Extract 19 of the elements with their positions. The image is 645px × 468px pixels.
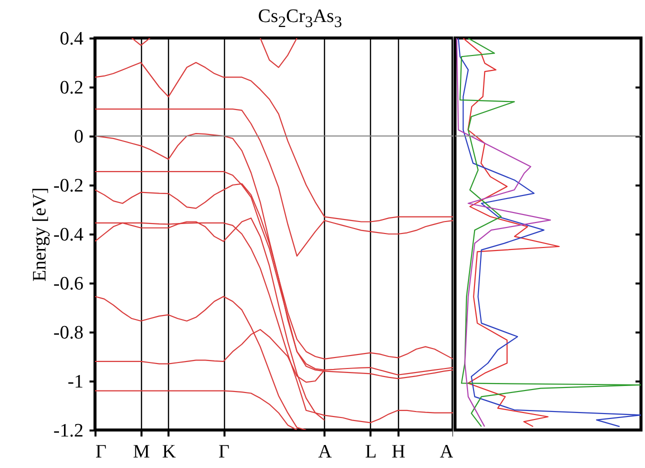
x-tick-label: A — [440, 442, 454, 462]
y-tick-label: -1 — [68, 372, 84, 392]
chart-title: Cs$_{2}$Cr$_{3}$As$_{3}$ — [258, 6, 342, 31]
y-tick-label: -0.2 — [53, 176, 84, 196]
x-tick-label: Γ — [96, 442, 106, 462]
y-tick-label: 0.4 — [60, 28, 84, 50]
y-tick-label: -0.6 — [53, 274, 84, 294]
x-tick-label: Γ — [218, 442, 230, 462]
y-tick-label: -1.2 — [53, 420, 84, 442]
y-tick-label: -0.4 — [53, 224, 84, 246]
x-tick-label: H — [392, 442, 406, 462]
x-tick-label: A — [318, 442, 332, 462]
x-tick-label: M — [132, 442, 150, 462]
y-tick-label: 0 — [74, 126, 84, 148]
y-axis-title: Energy [eV] — [29, 187, 50, 282]
y-tick-label: -0.8 — [53, 322, 84, 344]
y-tick-label: 0.2 — [60, 78, 84, 98]
x-tick-label: K — [162, 442, 176, 462]
x-tick-label: L — [365, 442, 377, 462]
